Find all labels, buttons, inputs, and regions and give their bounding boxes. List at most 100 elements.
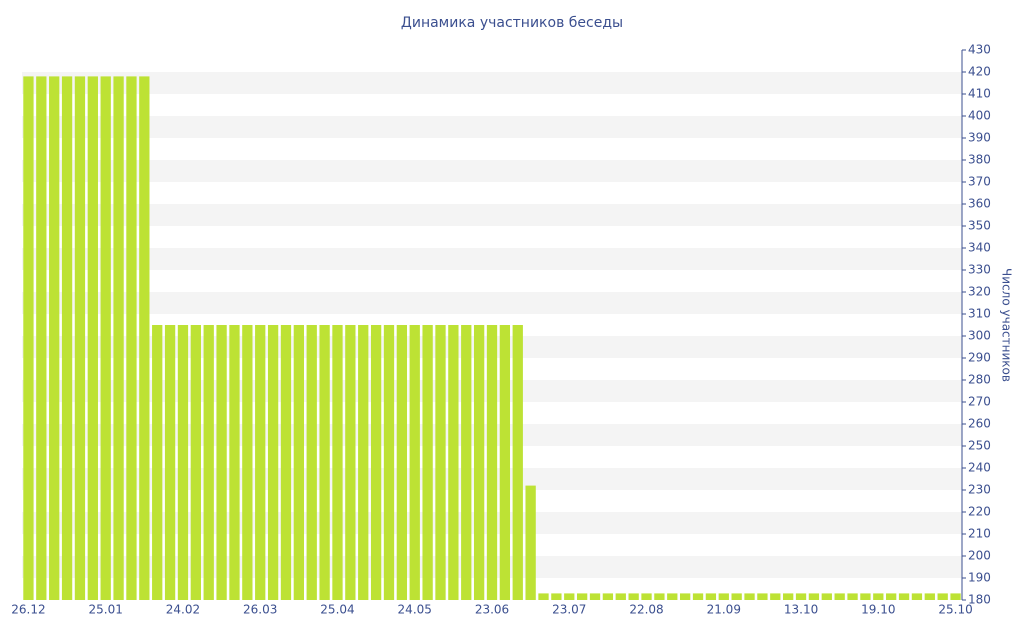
y-tick-label: 410 [968, 87, 991, 101]
bar [164, 325, 176, 600]
bar [306, 325, 317, 600]
y-tick-label: 330 [968, 263, 991, 277]
bar [486, 325, 498, 600]
bar [821, 593, 832, 600]
bar [680, 593, 691, 600]
y-tick-label: 280 [968, 373, 991, 387]
bar [87, 76, 98, 600]
bar [692, 593, 704, 600]
bar [473, 325, 485, 600]
bar [834, 593, 845, 600]
y-tick-label: 380 [968, 153, 991, 167]
bar [950, 593, 961, 600]
y-tick-label: 310 [968, 307, 991, 321]
bar [49, 76, 60, 600]
grid-band [22, 292, 962, 314]
bar [576, 593, 588, 600]
x-tick-label: 25.04 [320, 603, 354, 617]
bar [113, 76, 124, 600]
grid-band [22, 248, 962, 270]
bar [409, 325, 420, 600]
bar [873, 593, 884, 600]
x-tick-label: 26.12 [11, 603, 45, 617]
x-tick-label: 25.01 [89, 603, 123, 617]
bar [718, 593, 729, 600]
bar [757, 593, 768, 600]
bar [332, 325, 343, 600]
bar [100, 76, 111, 600]
y-tick-label: 340 [968, 241, 991, 255]
bar [255, 325, 266, 600]
y-tick-label: 370 [968, 175, 991, 189]
y-tick-label: 360 [968, 197, 991, 211]
y-tick-label: 260 [968, 417, 991, 431]
bar [512, 325, 523, 600]
bar [177, 325, 189, 600]
bar [886, 593, 897, 600]
x-tick-label: 24.02 [166, 603, 200, 617]
bar [267, 325, 279, 600]
bar [847, 593, 858, 600]
bar [280, 325, 292, 600]
bar [589, 593, 601, 600]
bar [396, 325, 408, 600]
y-tick-label: 350 [968, 219, 991, 233]
y-tick-label: 250 [968, 439, 991, 453]
bar [924, 593, 935, 600]
y-tick-label: 220 [968, 505, 991, 519]
bar [370, 325, 382, 600]
bar [358, 325, 369, 600]
bar [538, 593, 549, 600]
bar [216, 325, 227, 600]
bar [229, 325, 240, 600]
bar [242, 325, 253, 600]
bar [551, 593, 562, 600]
y-tick-label: 320 [968, 285, 991, 299]
grid-band [22, 72, 962, 94]
bar [628, 593, 639, 600]
y-tick-label: 390 [968, 131, 991, 145]
bar [937, 593, 948, 600]
bar [152, 325, 163, 600]
x-tick-label: 22.08 [629, 603, 663, 617]
bar [641, 593, 652, 600]
grid-band [22, 160, 962, 182]
y-tick-label: 210 [968, 527, 991, 541]
bar [36, 76, 47, 600]
y-tick-label: 270 [968, 395, 991, 409]
bar [860, 593, 871, 600]
bar [126, 76, 137, 600]
bar [422, 325, 433, 600]
y-tick-label: 300 [968, 329, 991, 343]
y-tick-label: 290 [968, 351, 991, 365]
bar [190, 325, 201, 600]
bar [23, 76, 34, 600]
bar [744, 593, 755, 600]
chart-title: Динамика участников беседы [401, 15, 623, 31]
y-tick-label: 430 [968, 43, 991, 57]
y-tick-label: 230 [968, 483, 991, 497]
y-tick-label: 180 [968, 593, 991, 607]
bar [74, 76, 86, 600]
x-tick-label: 21.09 [707, 603, 741, 617]
bar [461, 325, 472, 600]
bar [525, 485, 536, 600]
x-tick-label: 26.03 [243, 603, 277, 617]
bar [615, 593, 626, 600]
bar [808, 593, 820, 600]
x-tick-label: 13.10 [784, 603, 818, 617]
bar [731, 593, 742, 600]
x-tick-label: 23.07 [552, 603, 586, 617]
bar [203, 325, 214, 600]
y-tick-label: 240 [968, 461, 991, 475]
bar [795, 593, 807, 600]
grid-band [22, 204, 962, 226]
bar [705, 593, 717, 600]
bar [783, 593, 794, 600]
bar [448, 325, 459, 600]
bar [345, 325, 356, 600]
x-tick-label: 23.06 [475, 603, 509, 617]
bar [564, 593, 575, 600]
bar [499, 325, 511, 600]
x-tick-label: 24.05 [398, 603, 432, 617]
